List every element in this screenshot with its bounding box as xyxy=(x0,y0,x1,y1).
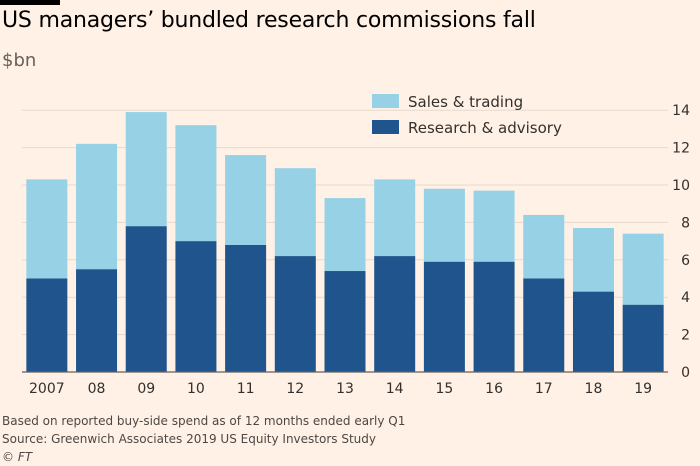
bar-segment-research-advisory xyxy=(175,241,217,372)
bar-segment-sales-trading xyxy=(473,190,515,262)
x-tick-label: 17 xyxy=(535,381,553,397)
y-tick-label: 0 xyxy=(681,365,690,381)
bar-segment-research-advisory xyxy=(125,226,167,372)
bar-segment-sales-trading xyxy=(324,198,366,272)
bars xyxy=(26,112,664,372)
bar-segment-sales-trading xyxy=(76,143,118,270)
y-tick-label: 12 xyxy=(672,141,690,157)
bar-segment-research-advisory xyxy=(26,278,68,372)
legend-label: Research & advisory xyxy=(408,119,562,137)
bar-segment-research-advisory xyxy=(76,269,118,372)
x-tick-label: 10 xyxy=(187,381,205,397)
y-tick-label: 4 xyxy=(681,290,690,306)
bar-segment-research-advisory xyxy=(572,291,614,372)
chart-title: US managers’ bundled research commission… xyxy=(2,8,536,33)
bar-segment-research-advisory xyxy=(225,244,267,372)
bar-segment-sales-trading xyxy=(572,228,614,292)
y-tick-label: 6 xyxy=(681,253,690,269)
bar-segment-sales-trading xyxy=(274,168,316,257)
bar-segment-research-advisory xyxy=(423,261,465,372)
x-tick-label: 16 xyxy=(485,381,503,397)
legend-swatch xyxy=(372,120,399,134)
bar-segment-research-advisory xyxy=(473,261,515,372)
bar-segment-research-advisory xyxy=(523,278,565,372)
x-tick-label: 15 xyxy=(435,381,453,397)
y-tick-label: 14 xyxy=(672,103,690,119)
y-tick-label: 10 xyxy=(672,178,690,194)
x-tick-label: 19 xyxy=(634,381,652,397)
legend-label: Sales & trading xyxy=(408,93,523,111)
x-tick-label: 2007 xyxy=(29,381,65,397)
bar-segment-sales-trading xyxy=(523,214,565,279)
x-tick-label: 09 xyxy=(137,381,155,397)
x-tick-label: 08 xyxy=(88,381,106,397)
bar-segment-research-advisory xyxy=(324,271,366,372)
legend-swatch xyxy=(372,94,399,108)
bar-segment-sales-trading xyxy=(423,188,465,262)
bar-segment-research-advisory xyxy=(374,256,416,372)
bar-segment-research-advisory xyxy=(274,256,316,372)
bar-segment-sales-trading xyxy=(374,179,416,257)
x-tick-label: 18 xyxy=(585,381,603,397)
bar-segment-sales-trading xyxy=(622,233,664,305)
footnote: Based on reported buy-side spend as of 1… xyxy=(2,414,406,428)
source-note: Source: Greenwich Associates 2019 US Equ… xyxy=(2,432,376,446)
bar-segment-sales-trading xyxy=(225,155,267,245)
axes: 0 2 4 6 8 10 12 14 2007 08 09 10 11 12 13 14 15 16 17 18 19 xyxy=(22,103,690,397)
x-tick-label: 11 xyxy=(237,381,255,397)
x-tick-label: 13 xyxy=(336,381,354,397)
chart-unit-label: $bn xyxy=(2,50,37,71)
bar-segment-sales-trading xyxy=(26,179,68,279)
ft-credit: © FT xyxy=(2,450,33,464)
x-tick-label: 14 xyxy=(386,381,404,397)
bar-segment-sales-trading xyxy=(125,112,167,227)
ft-top-rule xyxy=(0,0,60,5)
x-tick-label: 12 xyxy=(286,381,304,397)
bar-segment-sales-trading xyxy=(175,125,217,242)
y-tick-label: 2 xyxy=(681,328,690,344)
legend: Sales & trading Research & advisory xyxy=(372,93,562,137)
y-tick-label: 8 xyxy=(681,215,690,231)
bar-segment-research-advisory xyxy=(622,304,664,372)
